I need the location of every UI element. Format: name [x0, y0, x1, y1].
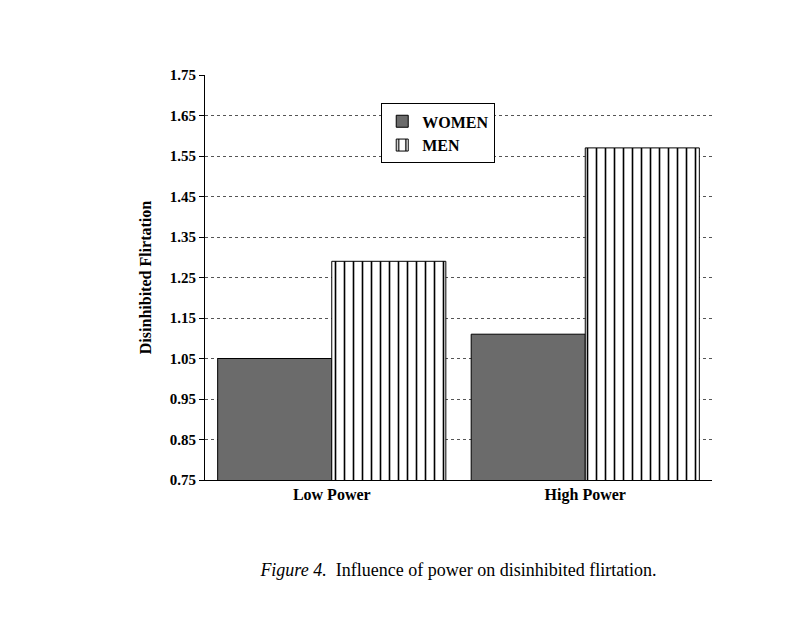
svg-text:1.55: 1.55 — [170, 148, 196, 164]
svg-text:1.75: 1.75 — [170, 67, 196, 83]
svg-text:1.35: 1.35 — [170, 229, 196, 245]
svg-text:Disinhibited Flirtation: Disinhibited Flirtation — [137, 201, 154, 354]
svg-text:WOMEN: WOMEN — [422, 113, 488, 130]
svg-text:0.85: 0.85 — [170, 432, 196, 448]
svg-text:0.95: 0.95 — [170, 391, 196, 407]
svg-text:1.45: 1.45 — [170, 189, 196, 205]
svg-text:1.15: 1.15 — [170, 310, 196, 326]
svg-text:Figure 4. Influence of power: Figure 4. Influence of power on disinhib… — [259, 560, 656, 580]
svg-text:1.05: 1.05 — [170, 351, 196, 367]
svg-text:1.65: 1.65 — [170, 108, 196, 124]
svg-text:High Power: High Power — [545, 486, 626, 504]
svg-text:Low Power: Low Power — [293, 486, 371, 503]
svg-text:MEN: MEN — [422, 137, 460, 154]
svg-text:0.75: 0.75 — [170, 472, 196, 488]
svg-text:1.25: 1.25 — [170, 270, 196, 286]
